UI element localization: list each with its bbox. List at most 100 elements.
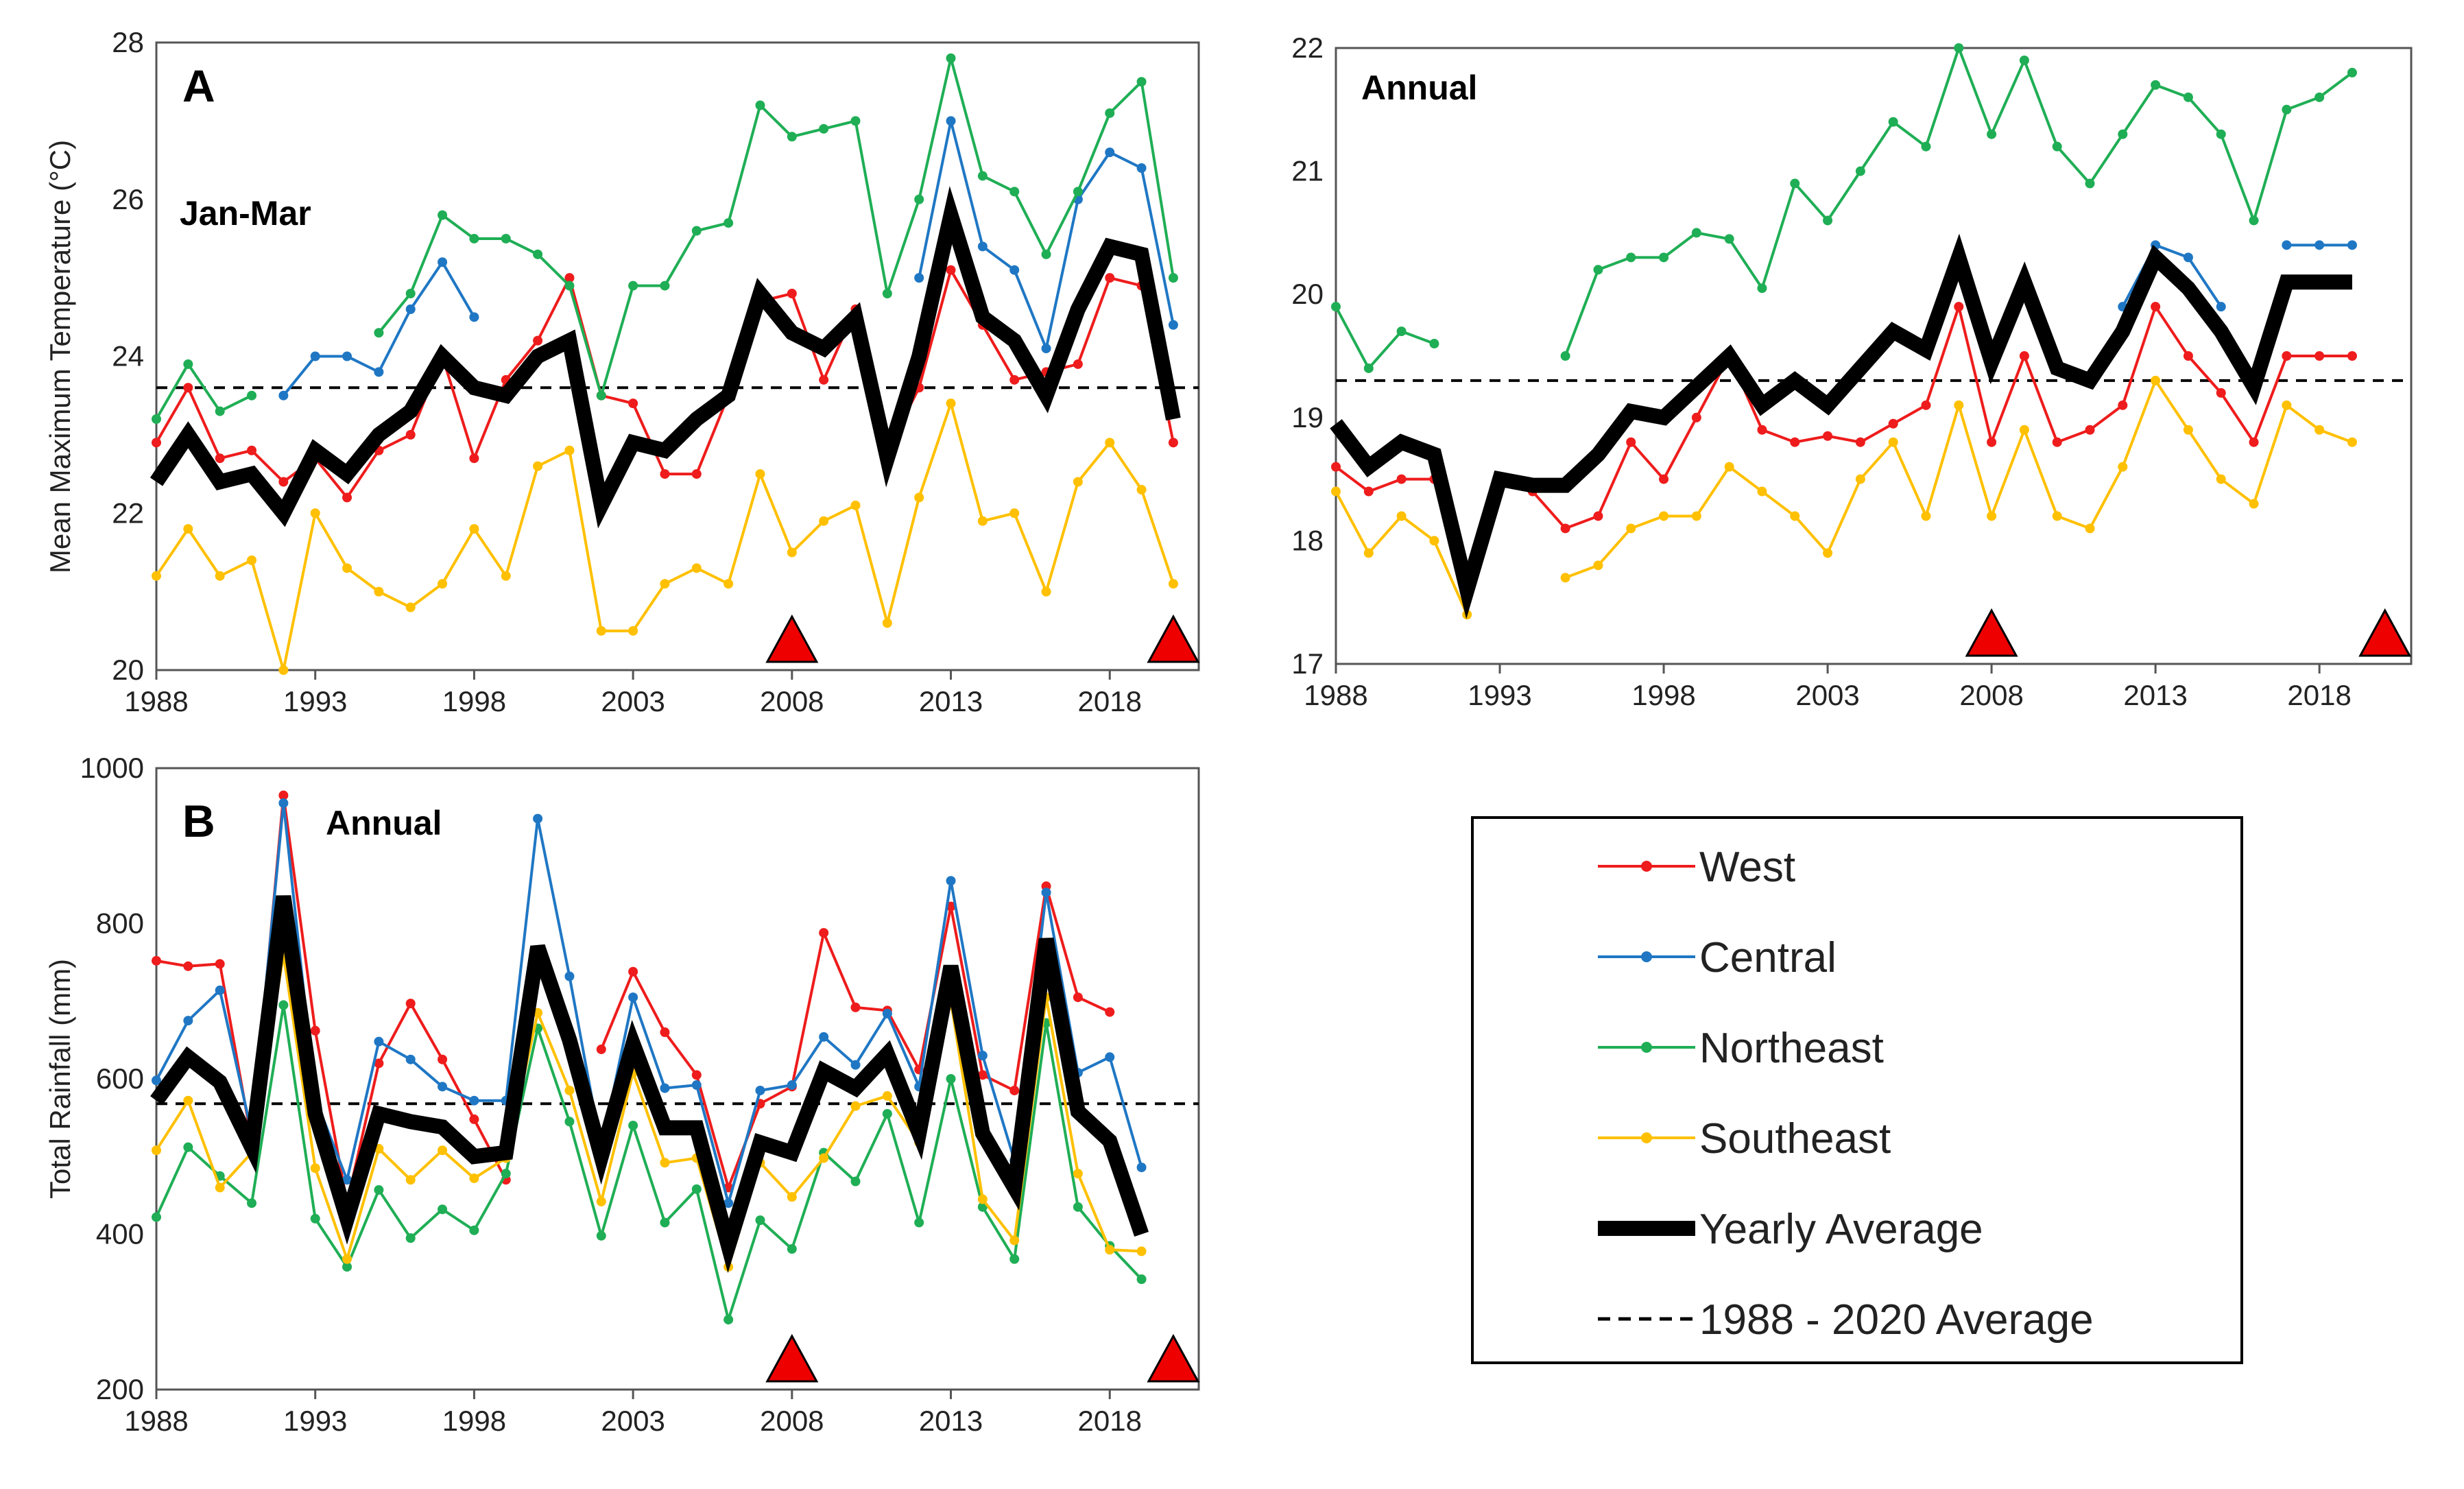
series-line-northeast [155, 1005, 1143, 1325]
legend-item-southeast: Southeast [1598, 1115, 1891, 1163]
data-point-west [1790, 437, 1800, 447]
data-point-northeast [1888, 117, 1898, 127]
data-point-northeast [1136, 77, 1147, 87]
data-point-southeast [2085, 523, 2095, 534]
event-triangle-marker [765, 1333, 819, 1383]
data-point-west [1105, 1007, 1115, 1017]
data-point-southeast [215, 1182, 225, 1193]
data-point-northeast [1363, 363, 1374, 373]
data-point-west [1105, 273, 1115, 283]
data-point-southeast [723, 579, 734, 589]
x-tick-label: 2018 [1078, 1405, 1142, 1437]
y-axis-label: Total Rainfall (mm) [44, 959, 76, 1199]
data-point-southeast [2347, 437, 2357, 447]
data-point-west [2249, 437, 2259, 447]
legend-marker [1641, 861, 1652, 872]
y-tick-label: 20 [112, 654, 144, 686]
data-point-southeast [2315, 425, 2325, 435]
data-point-southeast [342, 563, 352, 573]
plot-marks [149, 53, 1200, 675]
data-point-west [2347, 351, 2357, 361]
data-point-southeast [438, 579, 448, 589]
data-point-northeast [660, 1217, 670, 1228]
data-point-west [946, 265, 956, 275]
x-tick-label: 1998 [1631, 679, 1695, 711]
data-point-northeast [596, 390, 606, 401]
data-point-northeast [438, 210, 448, 220]
series-line-southeast [155, 954, 1142, 1272]
x-tick-label: 2003 [601, 685, 665, 717]
legend-label: West [1699, 844, 1795, 891]
data-point-west [2019, 351, 2029, 361]
data-point-northeast [278, 1000, 289, 1010]
data-point-west [628, 966, 638, 977]
data-point-northeast [2249, 215, 2259, 226]
series-line-northeast [155, 361, 252, 420]
data-point-west [1823, 431, 1833, 441]
data-point-west [2216, 388, 2226, 398]
data-point-northeast [469, 233, 479, 243]
data-point-southeast [2052, 511, 2062, 521]
plot-marks [150, 790, 1200, 1383]
data-point-southeast [469, 524, 479, 534]
legend: West Central Northeast Southeast Yearly Aver… [1471, 816, 2243, 1364]
data-point-west [660, 1027, 670, 1038]
data-point-northeast [691, 1184, 702, 1194]
data-point-west [278, 790, 289, 800]
series-line-northeast [377, 58, 1175, 401]
data-point-central [438, 1082, 448, 1092]
data-point-west [533, 335, 543, 346]
data-point-southeast [1073, 1169, 1083, 1179]
legend-item-west: West [1598, 844, 1795, 891]
data-point-southeast [405, 1175, 416, 1185]
data-point-southeast [596, 626, 606, 636]
data-point-northeast [850, 116, 861, 126]
legend-item-northeast: Northeast [1598, 1025, 1884, 1072]
data-point-west [1396, 474, 1407, 484]
data-point-northeast [501, 233, 511, 243]
data-point-southeast [1136, 484, 1147, 495]
x-tick-label: 1993 [283, 685, 347, 717]
data-point-west [1659, 474, 1669, 484]
legend-item-1988-2020-average: 1988 - 2020 Average [1598, 1296, 2094, 1344]
data-point-west [2052, 437, 2062, 447]
data-point-southeast [1823, 548, 1833, 558]
data-point-southeast [564, 445, 575, 455]
data-point-southeast [1593, 560, 1603, 571]
legend-marker [1641, 1132, 1652, 1143]
data-point-west [2183, 351, 2193, 361]
data-point-central [564, 971, 575, 981]
data-point-central [2183, 252, 2193, 263]
data-point-northeast [1073, 1202, 1083, 1212]
data-point-central [2347, 240, 2357, 250]
series-line-yearly-average [149, 186, 1181, 529]
data-point-southeast [1724, 462, 1734, 472]
data-point-west [342, 492, 352, 503]
data-point-northeast [977, 1202, 988, 1212]
chart-a-annual: Annual 17 18 19 20 21 22 1988 1993 1998 2003 2008… [1291, 32, 2413, 711]
data-point-central [2216, 302, 2226, 312]
data-point-west [691, 469, 702, 479]
data-point-northeast [183, 1142, 193, 1152]
data-point-west [2118, 400, 2128, 410]
data-point-northeast [787, 132, 797, 142]
data-point-northeast [755, 100, 765, 110]
data-point-northeast [374, 328, 384, 338]
data-point-northeast [405, 1233, 416, 1243]
data-point-northeast [374, 1184, 384, 1195]
data-point-west [1626, 437, 1636, 447]
data-point-west [787, 289, 797, 298]
data-point-northeast [1691, 228, 1701, 238]
y-tick-label: 19 [1291, 401, 1324, 433]
data-point-central [977, 241, 988, 252]
subtitle-jan-mar: Jan-Mar [180, 194, 311, 233]
series-southeast [1331, 375, 2357, 620]
x-tick-label: 1988 [124, 1405, 188, 1437]
x-tick-label: 2008 [760, 685, 824, 717]
data-point-northeast [1560, 351, 1570, 361]
data-point-northeast [1724, 234, 1734, 244]
data-point-northeast [2151, 80, 2161, 90]
data-point-northeast [596, 1230, 606, 1241]
data-point-southeast [819, 1153, 829, 1163]
